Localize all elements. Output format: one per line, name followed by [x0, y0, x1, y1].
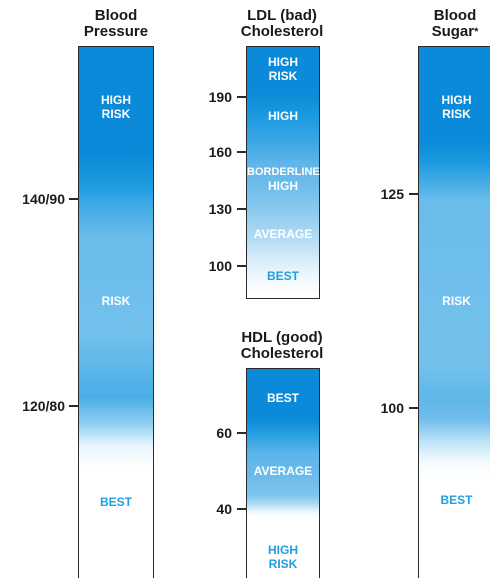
bs-high-risk-line2: RISK [442, 107, 471, 121]
blood-sugar-tick-label-125: 125 [380, 186, 404, 202]
blood-sugar-title: Blood Sugar* [420, 8, 490, 40]
ldl-borderline-line1: BORDERLINE [247, 166, 320, 178]
blood-sugar-tick-125 [409, 193, 418, 195]
hdl-title-line2: Cholesterol [240, 345, 324, 362]
blood-pressure-scale-bar: HIGH RISK RISK BEST [78, 46, 154, 578]
blood-pressure-title: Blood Pressure [78, 8, 154, 40]
hdl-zone-average: AVERAGE [253, 464, 313, 478]
ldl-borderline-line2: HIGH [268, 179, 298, 193]
blood-pressure-tick-140-90 [69, 198, 78, 200]
blood-sugar-title-line2-wrap: Sugar* [420, 24, 490, 40]
bp-high-risk-line2: RISK [101, 107, 131, 121]
ldl-tick-label-190: 190 [208, 89, 232, 105]
hdl-tick-40 [237, 508, 246, 510]
blood-sugar-title-line1: Blood [433, 7, 477, 24]
ldl-tick-label-130: 130 [208, 201, 232, 217]
ldl-high-risk-line2: RISK [268, 69, 298, 83]
blood-sugar-zone-high-risk: HIGH RISK [419, 93, 490, 121]
hdl-zone-best: BEST [266, 391, 299, 405]
blood-sugar-tick-100 [409, 407, 418, 409]
blood-pressure-zone-risk: RISK [101, 294, 131, 308]
blood-sugar-zone-risk: RISK [442, 294, 471, 308]
blood-sugar-scale-bar: HIGH RISK RISK BEST [418, 46, 490, 578]
ldl-zone-high-risk: HIGH RISK [247, 55, 319, 83]
ldl-tick-100 [237, 265, 246, 267]
blood-pressure-title-line1: Blood [94, 7, 138, 24]
ldl-zone-high: HIGH [268, 109, 298, 123]
blood-sugar-title-line2: Sugar [431, 23, 475, 40]
hdl-tick-60 [237, 432, 246, 434]
ldl-tick-130 [237, 208, 246, 210]
hdl-high-risk-line2: RISK [268, 557, 298, 571]
ldl-zone-average: AVERAGE [253, 227, 313, 241]
ldl-tick-160 [237, 151, 246, 153]
ldl-zone-best: BEST [266, 269, 299, 283]
hdl-tick-label-60: 60 [216, 425, 232, 441]
ldl-title: LDL (bad) Cholesterol [236, 8, 328, 40]
hdl-title-line1: HDL (good) [241, 329, 323, 346]
ldl-tick-label-100: 100 [208, 258, 232, 274]
ldl-high-risk-line1: HIGH [268, 55, 298, 69]
blood-pressure-title-line2: Pressure [83, 23, 149, 40]
blood-sugar-asterisk: * [474, 26, 479, 38]
ldl-title-line2: Cholesterol [240, 23, 324, 40]
blood-pressure-tick-120-80 [69, 405, 78, 407]
ldl-scale-bar: HIGH RISK HIGH BORDERLINE HIGH AVERAGE B… [246, 46, 320, 299]
ldl-zone-borderline-high: BORDERLINE HIGH [247, 165, 320, 193]
blood-pressure-tick-label-120-80: 120/80 [22, 398, 65, 414]
hdl-scale-bar: BEST AVERAGE HIGH RISK [246, 368, 320, 578]
blood-sugar-zone-best: BEST [440, 493, 473, 507]
blood-sugar-tick-label-100: 100 [380, 400, 404, 416]
blood-pressure-tick-label-140-90: 140/90 [22, 191, 65, 207]
ldl-title-line1: LDL (bad) [247, 7, 317, 24]
hdl-title: HDL (good) Cholesterol [236, 330, 328, 362]
blood-pressure-zone-high-risk: HIGH RISK [79, 93, 153, 121]
hdl-tick-label-40: 40 [216, 501, 232, 517]
ldl-tick-190 [237, 96, 246, 98]
hdl-high-risk-line1: HIGH [268, 543, 298, 557]
bs-high-risk-line1: HIGH [441, 93, 472, 107]
hdl-zone-high-risk: HIGH RISK [247, 543, 319, 571]
blood-pressure-zone-best: BEST [99, 495, 132, 509]
ldl-tick-label-160: 160 [208, 144, 232, 160]
bp-high-risk-line1: HIGH [101, 93, 131, 107]
